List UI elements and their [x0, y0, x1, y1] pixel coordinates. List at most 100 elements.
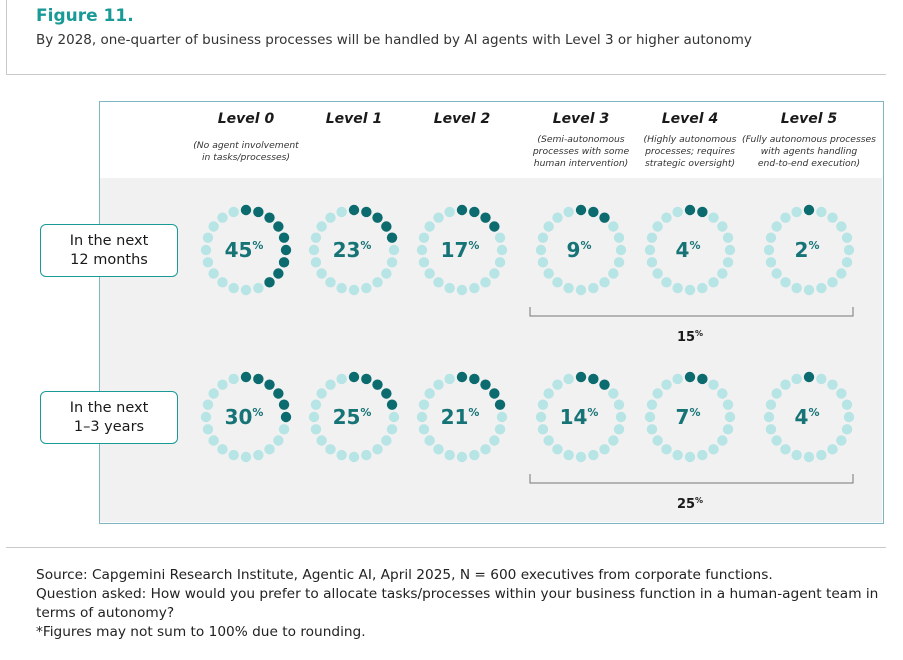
value-label: 30%: [225, 405, 264, 429]
empty-dot: [588, 449, 599, 461]
empty-dot: [836, 435, 847, 446]
empty-dot: [697, 282, 708, 294]
filled-dot: [697, 373, 708, 385]
filled-dot: [253, 373, 264, 385]
empty-dot: [552, 379, 563, 390]
filled-dot: [803, 371, 815, 383]
level-desc-4: (Highly autonomous processes; requires s…: [615, 134, 765, 170]
value-label: 25%: [333, 405, 372, 429]
empty-dot: [480, 444, 491, 455]
empty-dot: [200, 411, 212, 423]
empty-dot: [661, 277, 672, 288]
filled-dot: [386, 399, 398, 410]
empty-dot: [535, 411, 547, 423]
empty-dot: [836, 221, 847, 232]
level3-plus-bracket: [529, 307, 854, 317]
empty-dot: [672, 206, 683, 218]
row-label-line: In the next: [69, 232, 149, 249]
empty-dot: [563, 282, 574, 294]
empty-dot: [841, 257, 853, 268]
level-desc-line: processes; requires: [645, 146, 735, 157]
level-desc-line: strategic oversight): [644, 158, 736, 169]
empty-dot: [816, 282, 827, 294]
level-title: Level 5: [780, 111, 838, 127]
empty-dot: [552, 444, 563, 455]
empty-dot: [388, 411, 400, 423]
filled-dot: [264, 379, 275, 390]
empty-dot: [348, 451, 360, 463]
filled-dot: [480, 379, 491, 390]
question-line: Question asked: How would you prefer to …: [36, 586, 879, 621]
level-title: Level 2: [433, 111, 491, 127]
level-header-4: Level 4: [620, 111, 760, 127]
empty-dot: [697, 449, 708, 461]
empty-dot: [816, 449, 827, 461]
empty-dot: [228, 206, 239, 218]
empty-dot: [575, 451, 587, 463]
value-label: 21%: [441, 405, 480, 429]
empty-dot: [372, 277, 383, 288]
empty-dot: [765, 399, 777, 410]
filled-dot: [372, 212, 383, 223]
empty-dot: [348, 284, 360, 296]
empty-dot: [652, 221, 663, 232]
empty-dot: [791, 206, 802, 218]
empty-dot: [563, 449, 574, 461]
empty-dot: [599, 444, 610, 455]
row-label-line: In the next: [69, 399, 149, 416]
empty-dot: [456, 451, 468, 463]
empty-dot: [841, 232, 853, 243]
empty-dot: [386, 257, 398, 268]
empty-dot: [803, 451, 815, 463]
empty-dot: [240, 284, 252, 296]
empty-dot: [684, 451, 696, 463]
filled-dot: [599, 212, 610, 223]
level-desc-line: (No agent involvement: [193, 140, 299, 151]
empty-dot: [537, 399, 549, 410]
level-desc-line: processes with some: [532, 146, 630, 157]
empty-dot: [543, 435, 554, 446]
empty-dot: [336, 449, 347, 461]
empty-dot: [684, 284, 696, 296]
empty-dot: [336, 206, 347, 218]
filled-dot: [489, 388, 500, 399]
filled-dot: [273, 388, 284, 399]
empty-dot: [278, 424, 290, 435]
empty-dot: [646, 257, 658, 268]
top-rule: [6, 74, 886, 75]
empty-dot: [416, 244, 428, 256]
empty-dot: [722, 232, 734, 243]
empty-dot: [608, 388, 619, 399]
filled-dot: [273, 268, 284, 279]
filled-dot: [253, 206, 264, 218]
empty-dot: [613, 424, 625, 435]
filled-dot: [386, 232, 398, 243]
empty-dot: [552, 212, 563, 223]
empty-dot: [771, 388, 782, 399]
filled-dot: [278, 399, 290, 410]
source-line: Source: Capgemini Research Institute, Ag…: [36, 567, 773, 583]
empty-dot: [717, 388, 728, 399]
empty-dot: [771, 268, 782, 279]
empty-dot: [599, 277, 610, 288]
empty-dot: [381, 435, 392, 446]
empty-dot: [202, 399, 214, 410]
empty-dot: [646, 232, 658, 243]
filled-dot: [456, 204, 468, 216]
empty-dot: [543, 268, 554, 279]
filled-dot: [361, 206, 372, 218]
empty-dot: [253, 449, 264, 461]
empty-dot: [765, 257, 777, 268]
figure-subtitle: By 2028, one-quarter of business process…: [36, 32, 752, 48]
empty-dot: [780, 277, 791, 288]
empty-dot: [489, 435, 500, 446]
empty-dot: [325, 212, 336, 223]
empty-dot: [496, 411, 508, 423]
level-header-1: Level 1: [284, 111, 424, 127]
empty-dot: [722, 257, 734, 268]
empty-dot: [202, 257, 214, 268]
empty-dot: [316, 435, 327, 446]
empty-dot: [771, 221, 782, 232]
empty-dot: [208, 268, 219, 279]
level-title: Level 1: [325, 111, 383, 127]
